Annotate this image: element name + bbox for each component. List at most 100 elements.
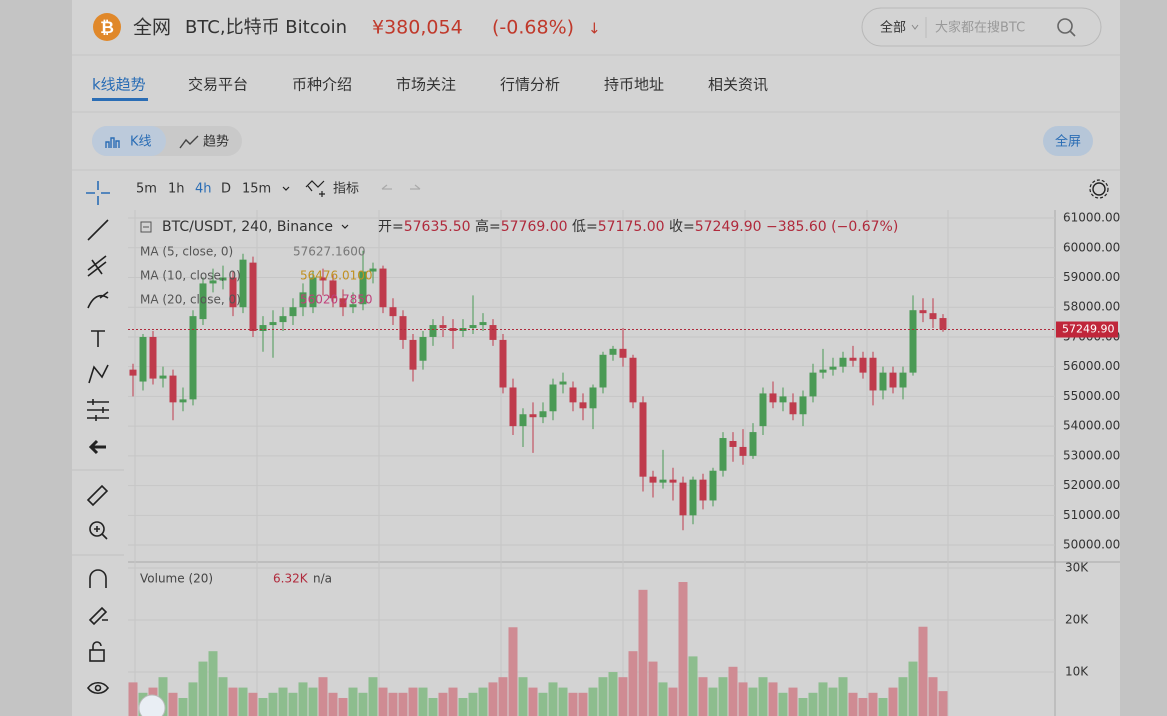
search-icon xyxy=(1069,30,1076,37)
nav-tab[interactable]: 相关资讯 xyxy=(708,76,768,94)
candle-body xyxy=(399,316,407,340)
volume-bar xyxy=(518,677,528,716)
lock-draw-tool[interactable] xyxy=(88,606,108,626)
volume-bar xyxy=(478,687,488,716)
nav-tab[interactable]: 市场关注 xyxy=(396,76,456,94)
interval[interactable]: D xyxy=(221,182,231,197)
nav-tab[interactable]: 持币地址 xyxy=(604,76,664,94)
candle-body xyxy=(309,277,317,308)
fullscreen-button[interactable] xyxy=(1043,126,1093,156)
volume-bar xyxy=(578,692,588,716)
volume-bar xyxy=(488,682,498,716)
candle-body xyxy=(419,336,427,361)
price-tick-label: 54000.00 xyxy=(1063,419,1120,433)
volume-bar xyxy=(628,651,638,716)
ohlc-value: 57175.00 xyxy=(598,219,665,235)
coin-name: BTC,比特币 Bitcoin xyxy=(185,17,347,38)
measure-tool[interactable] xyxy=(87,399,109,421)
volume-bar xyxy=(428,697,438,716)
coin-icon xyxy=(93,13,121,41)
candle-body xyxy=(319,277,327,281)
nav-tab[interactable]: k线趋势 xyxy=(92,76,146,94)
interval[interactable]: 15m xyxy=(242,182,271,197)
fib-tool[interactable] xyxy=(87,255,107,277)
volume-bar xyxy=(888,687,898,716)
volume-bar xyxy=(368,677,378,716)
zoom-tool[interactable] xyxy=(89,521,105,537)
lock-tool xyxy=(92,641,102,650)
line-tool[interactable] xyxy=(87,219,109,241)
candle-body xyxy=(679,482,687,516)
ohlc-value: 57249.90 xyxy=(695,219,762,235)
volume-bar xyxy=(158,677,168,716)
search-box[interactable] xyxy=(861,7,1102,47)
search-scope[interactable]: 全部 xyxy=(880,20,906,36)
candle-body xyxy=(239,259,247,308)
volume-bar xyxy=(908,661,918,716)
magnet-tool[interactable] xyxy=(89,569,107,588)
scope: 全网 xyxy=(133,17,171,39)
volume-bar xyxy=(588,687,598,716)
volume-bar xyxy=(218,677,228,716)
ma-value: 56476.0100 xyxy=(300,269,373,283)
text-tool[interactable] xyxy=(91,330,105,347)
lock-tool[interactable] xyxy=(89,649,105,662)
candle-body xyxy=(199,283,207,320)
nav-tab[interactable]: 行情分析 xyxy=(500,76,560,94)
fullscreen-label[interactable]: 全屏 xyxy=(1055,134,1081,150)
ma-name: MA (5, close, 0) xyxy=(140,245,233,259)
settings-icon[interactable] xyxy=(1092,182,1106,196)
interval[interactable]: 1h xyxy=(168,182,185,197)
volume-bar xyxy=(848,692,858,716)
toggle-active[interactable] xyxy=(92,126,166,156)
volume-bar xyxy=(128,682,138,716)
pattern-tool[interactable] xyxy=(88,364,109,384)
volume-bar xyxy=(348,687,358,716)
price-tick-label: 58000.00 xyxy=(1063,300,1120,314)
content-bg xyxy=(72,0,1120,716)
crosshair-tool[interactable] xyxy=(86,181,110,205)
candle-body xyxy=(819,369,827,373)
candle-body xyxy=(939,318,947,330)
back-tool[interactable] xyxy=(88,439,106,455)
candle-body xyxy=(929,313,937,320)
volume-bar xyxy=(678,582,688,716)
candle-body xyxy=(459,328,467,331)
volume-bar xyxy=(298,682,308,716)
candle-body xyxy=(649,476,657,483)
volume-bar xyxy=(498,677,508,716)
ohlc-label: 低= xyxy=(572,219,598,235)
volume-tick-label: 20K xyxy=(1065,612,1089,626)
price-tick-label: 51000.00 xyxy=(1063,508,1120,522)
price: ¥380,054 xyxy=(372,17,463,39)
visibility-tool[interactable] xyxy=(87,681,109,695)
toggle-kline[interactable]: K线 xyxy=(130,135,152,150)
candle-body xyxy=(789,402,797,415)
volume-bar xyxy=(778,692,788,716)
interval[interactable]: 4h xyxy=(195,182,212,197)
search-icon[interactable] xyxy=(1057,18,1073,34)
candle-body xyxy=(369,268,377,272)
nav-tab[interactable]: 币种介绍 xyxy=(292,76,352,94)
collapse-icon[interactable] xyxy=(140,221,152,233)
candle-body xyxy=(279,316,287,323)
candle-body xyxy=(539,411,547,418)
kline-icon xyxy=(105,137,120,148)
candle-body xyxy=(689,479,697,516)
candle-body xyxy=(249,262,257,331)
candle-body xyxy=(889,372,897,388)
nav-tab[interactable]: 交易平台 xyxy=(188,76,248,94)
brush-tool[interactable] xyxy=(87,291,109,309)
toggle-trend[interactable]: 趋势 xyxy=(203,134,229,150)
ruler-tool[interactable] xyxy=(86,484,109,507)
volume-bar xyxy=(408,687,418,716)
candle-body xyxy=(859,357,867,373)
indicators[interactable]: 指标 xyxy=(333,182,359,197)
candle-body xyxy=(359,271,367,305)
candle-body xyxy=(189,316,197,400)
candle-body xyxy=(869,357,877,391)
candle-body xyxy=(339,298,347,308)
search-input[interactable]: 大家都在搜BTC xyxy=(935,20,1025,36)
interval[interactable]: 5m xyxy=(136,182,157,197)
